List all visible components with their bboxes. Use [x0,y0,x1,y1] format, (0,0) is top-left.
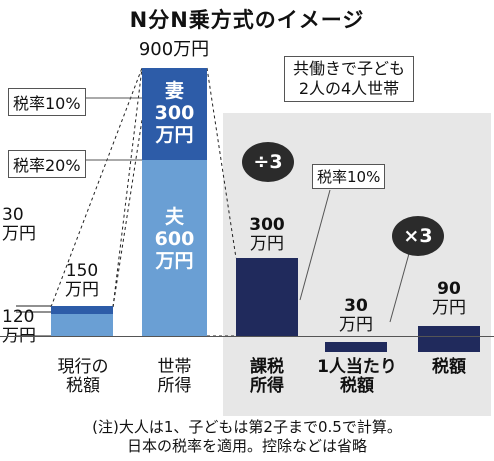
axis-label-household-income: 世帯 所得 [142,358,207,396]
per-person-rate-label: 税率10% [312,164,386,189]
current-tax-bar-upper [51,306,113,314]
taxable-income-value: 300 万円 [236,216,298,254]
wife-income-label: 妻 300 万円 [142,68,207,146]
current-tax-bar-lower [51,314,113,336]
husband-line2: 600 [154,228,195,250]
per-person-tax-bar [325,342,387,352]
baseline [0,336,494,337]
chart-title: N分N乗方式のイメージ [129,8,365,32]
axis-per-person-line2: 税額 [340,376,374,396]
tax-rate-20-label: 税率20% [8,150,86,178]
tax-value-line1: 90 [437,279,461,299]
taxable-value-line2: 万円 [250,234,284,254]
axis-per-person-line1: 1人当たり [317,357,397,377]
husband-line3: 万円 [155,250,194,272]
axis-label-per-person-tax: 1人当たり 税額 [310,358,404,396]
taxable-income-bar [236,258,298,336]
wife-line1: 妻 [164,80,184,102]
husband-income-bar: 夫 600 万円 [142,160,207,336]
divide-by-three-bubble: ÷3 [242,142,294,182]
current-tax-value-line1: 150 [65,261,99,281]
axis-label-current-tax: 現行の 税額 [40,358,126,396]
wife-line3: 万円 [155,124,194,146]
multiply-by-three-bubble: ×3 [392,216,444,256]
husband-income-label: 夫 600 万円 [142,160,207,272]
household-description-line1: 共働きで子ども [293,59,406,78]
footnote-line1: (注)大人は1、子どもは第2子まで0.5で計算。 [92,418,402,436]
tax-rate-10-label: 税率10% [8,88,86,116]
axis-label-taxable-income: 課税 所得 [232,358,302,396]
tax-value-line2: 万円 [432,298,466,318]
axis-household-line2: 所得 [157,376,192,396]
axis-current-line2: 税額 [66,376,100,396]
wife-income-bar: 妻 300 万円 [142,68,207,160]
per-person-value-line2: 万円 [339,315,373,335]
current-upper-part-line2: 万円 [2,224,36,244]
tax-value: 90 万円 [418,280,480,318]
current-lower-part: 120 万円 [2,307,36,346]
axis-label-tax: 税額 [432,357,466,377]
taxable-value-line1: 300 [249,215,285,235]
per-person-value-line1: 30 [344,296,368,316]
axis-taxable-line2: 所得 [250,376,284,396]
axis-current-line1: 現行の [57,357,109,377]
wife-line2: 300 [154,102,195,124]
axis-household-line1: 世帯 [157,357,192,377]
current-upper-part-line1: 30 [2,205,24,225]
current-tax-value: 150 万円 [51,262,113,300]
tax-bar [418,326,480,352]
household-description: 共働きで子ども 2人の4人世帯 [284,56,415,102]
per-person-value: 30 万円 [325,297,387,335]
current-tax-value-line2: 万円 [65,280,99,300]
current-upper-part: 30 万円 [2,205,36,244]
husband-line1: 夫 [164,206,184,228]
household-description-line2: 2人の4人世帯 [298,79,400,98]
axis-taxable-line1: 課税 [250,357,284,377]
household-total-label: 900万円 [138,39,210,60]
current-lower-part-line1: 120 [2,307,35,327]
footnote-line2: 日本の税率を適用。控除などは省略 [126,437,367,455]
